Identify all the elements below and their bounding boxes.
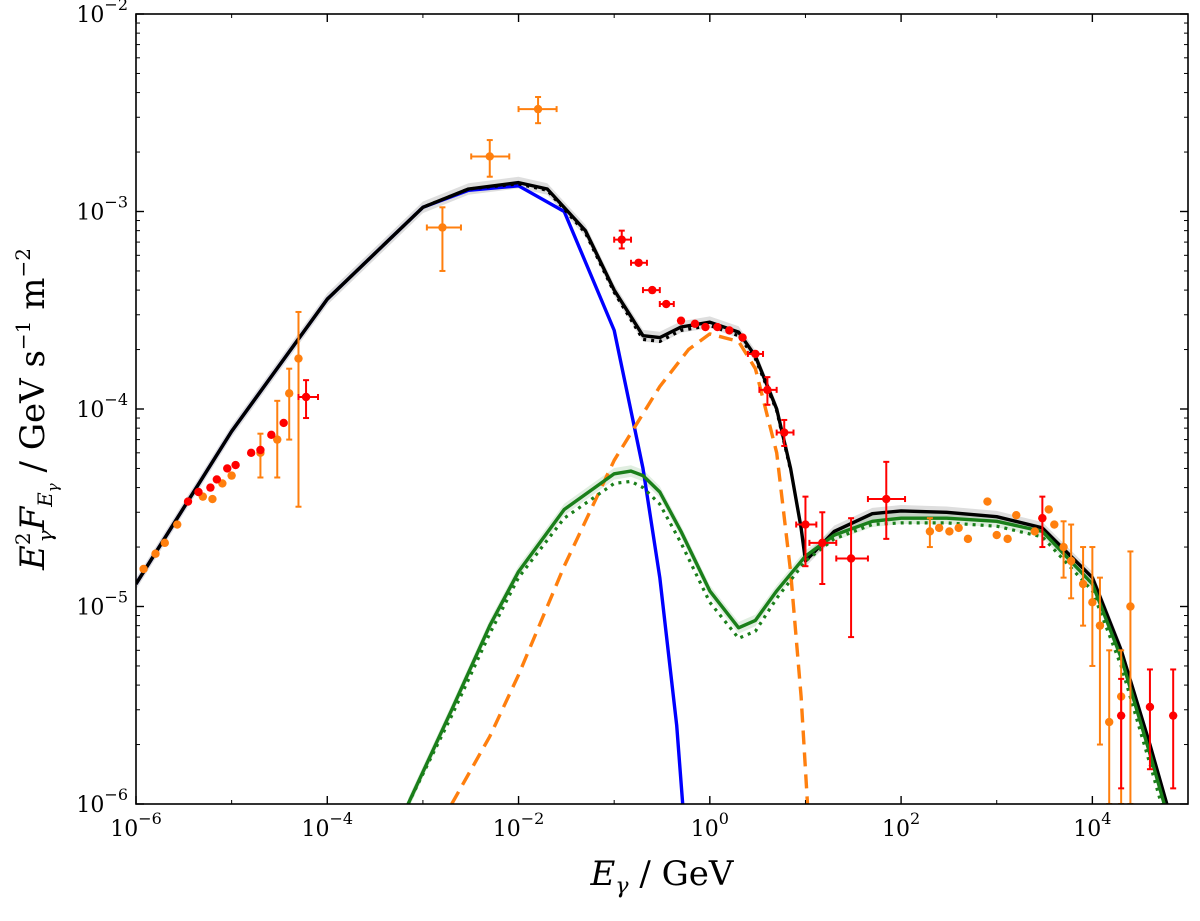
data-point	[517, 95, 558, 125]
data-point	[279, 418, 288, 428]
data-point	[151, 549, 160, 558]
data-point	[206, 483, 215, 492]
data-point	[934, 523, 944, 533]
data-point	[256, 432, 265, 479]
data-point	[194, 487, 203, 497]
data-point	[227, 471, 236, 480]
data-point	[1168, 668, 1178, 790]
data-point	[746, 349, 765, 359]
data-point	[294, 310, 303, 508]
data-point	[246, 448, 256, 458]
data-point	[963, 534, 973, 544]
x-tick-label: 104	[1073, 809, 1111, 842]
data-point	[866, 460, 907, 540]
data-point	[795, 495, 818, 568]
data-point	[808, 511, 838, 585]
data-point	[425, 206, 462, 272]
y-tick-label: 10−2	[76, 0, 128, 28]
data-point	[1088, 546, 1097, 667]
data-point	[223, 464, 232, 473]
data-point	[925, 517, 935, 549]
model-curve-0	[136, 184, 685, 804]
data-point	[1105, 649, 1114, 804]
data-point	[231, 460, 240, 470]
data-point	[701, 322, 710, 332]
data-point	[1095, 576, 1105, 746]
plot-frame	[135, 13, 1189, 805]
data-point	[713, 322, 722, 332]
y-tick-label: 10−5	[76, 588, 128, 621]
data-point	[1126, 550, 1135, 804]
data-point	[641, 285, 661, 295]
data-point	[139, 564, 148, 574]
data-point	[992, 530, 1001, 540]
x-tick-label: 102	[882, 809, 920, 842]
data-point	[1059, 520, 1068, 579]
data-point	[658, 299, 675, 309]
data-point	[297, 379, 320, 420]
x-tick-label: 10−4	[301, 809, 353, 842]
x-tick-label: 10−2	[493, 809, 545, 842]
data-point	[1145, 668, 1155, 771]
data-point	[613, 229, 633, 250]
data-point	[1044, 505, 1053, 514]
data-point	[470, 139, 511, 178]
data-point	[183, 497, 193, 506]
data-point	[835, 517, 869, 639]
data-point	[725, 326, 734, 335]
uncertainty-band-1	[136, 176, 1167, 804]
data-point	[690, 319, 700, 329]
data-point	[267, 430, 276, 440]
data-point	[775, 418, 795, 447]
data-point	[273, 399, 282, 479]
data-point	[160, 538, 169, 548]
data-point	[758, 376, 778, 406]
y-tick-label: 10−4	[76, 390, 128, 423]
data-point	[954, 523, 963, 533]
data-point	[285, 367, 294, 441]
x-axis-label: Eγ / GeV	[590, 854, 735, 899]
data-point	[738, 333, 747, 342]
y-tick-label: 10−3	[76, 193, 128, 226]
data-point	[1116, 677, 1126, 790]
data-point	[630, 258, 648, 267]
model-curve-4	[406, 479, 1164, 804]
data-point	[212, 475, 222, 484]
data-point	[945, 527, 954, 536]
data-point	[173, 520, 182, 529]
data-point	[1030, 527, 1039, 536]
y-tick-label: 10−6	[76, 785, 128, 818]
data-point	[1003, 534, 1012, 544]
x-tick-label: 100	[691, 809, 729, 842]
y-axis-label: E2γFEγ / GeV s−1 m−2	[11, 248, 62, 571]
data-point	[983, 497, 992, 506]
x-tick-label: 10−6	[110, 809, 162, 842]
data-point	[208, 494, 217, 504]
data-point	[676, 316, 686, 325]
data-point	[1078, 546, 1088, 627]
uncertainty-band-3	[408, 465, 1166, 804]
data-point	[1066, 523, 1076, 600]
data-point	[1038, 495, 1047, 549]
data-point	[1012, 510, 1021, 520]
model-curve-1	[136, 180, 1169, 804]
model-curve-2	[450, 332, 810, 804]
data-point	[1050, 520, 1059, 529]
data-point	[256, 445, 265, 455]
